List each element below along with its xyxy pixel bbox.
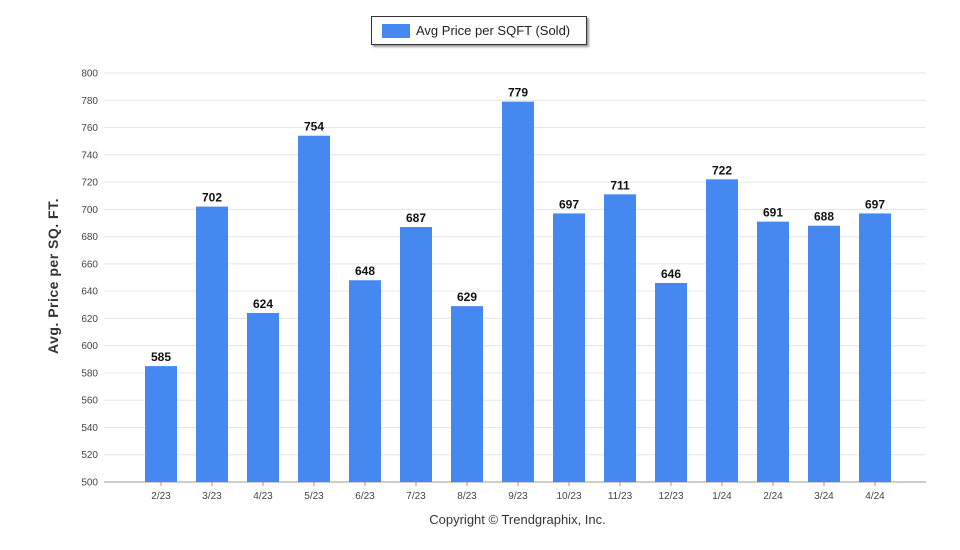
bar (655, 282, 687, 482)
bar (604, 194, 636, 482)
data-label: 711 (610, 178, 630, 192)
x-tick-label: 3/24 (814, 491, 834, 502)
bar (808, 225, 840, 482)
y-tick-label: 660 (81, 259, 98, 270)
y-tick-label: 540 (81, 423, 98, 434)
data-label: 585 (151, 350, 171, 364)
x-tick-label: 6/23 (355, 491, 375, 502)
data-label: 688 (814, 210, 834, 224)
data-label: 648 (355, 264, 375, 278)
data-label: 687 (406, 211, 426, 225)
bar (145, 366, 177, 482)
x-tick-label: 2/23 (151, 491, 171, 502)
y-tick-label: 700 (81, 205, 98, 216)
x-tick-label: 11/23 (608, 491, 633, 502)
y-tick-label: 640 (81, 287, 98, 298)
y-tick-label: 600 (81, 341, 98, 352)
bar (757, 221, 789, 482)
legend-label: Avg Price per SQFT (Sold) (416, 23, 571, 38)
x-tick-label: 10/23 (556, 491, 581, 502)
data-label: 702 (202, 191, 222, 205)
y-tick-label: 680 (81, 232, 98, 243)
x-tick-label: 5/23 (304, 491, 324, 502)
x-tick-label: 2/24 (763, 491, 783, 502)
y-tick-label: 520 (81, 450, 98, 461)
data-label: 779 (508, 86, 528, 100)
data-label: 697 (865, 197, 885, 211)
bar (247, 312, 279, 482)
x-tick-label: 4/23 (253, 491, 273, 502)
x-tick-label: 9/23 (508, 491, 528, 502)
bar (196, 206, 228, 482)
bar (298, 135, 330, 483)
data-label: 646 (661, 267, 681, 281)
x-tick-label: 4/24 (865, 491, 885, 502)
bar (502, 101, 534, 482)
y-tick-label: 740 (81, 150, 98, 161)
bar (553, 213, 585, 482)
bar (451, 306, 483, 482)
bar (400, 227, 432, 482)
y-tick-label: 500 (81, 478, 98, 489)
y-tick-label: 580 (81, 368, 98, 379)
x-tick-label: 3/23 (202, 491, 222, 502)
x-tick-label: 12/23 (658, 491, 683, 502)
y-tick-label: 560 (81, 396, 98, 407)
y-tick-label: 720 (81, 178, 98, 189)
bar (706, 179, 738, 482)
y-tick-label: 620 (81, 314, 98, 325)
y-tick-label: 780 (81, 96, 98, 107)
x-tick-label: 7/23 (406, 491, 426, 502)
data-label: 629 (457, 290, 477, 304)
data-label: 722 (712, 163, 732, 177)
y-tick-label: 800 (81, 69, 98, 80)
x-tick-label: 8/23 (457, 491, 477, 502)
data-label: 697 (559, 197, 579, 211)
data-label: 624 (253, 297, 273, 311)
legend-swatch (382, 23, 410, 38)
y-tick-label: 760 (81, 123, 98, 134)
data-label: 754 (304, 120, 324, 134)
copyright: Copyright © Trendgraphix, Inc. (429, 512, 606, 527)
data-label: 691 (763, 206, 783, 220)
legend: Avg Price per SQFT (Sold) (371, 16, 587, 45)
bar (859, 213, 891, 482)
x-tick-label: 1/24 (712, 491, 732, 502)
bar (349, 280, 381, 482)
